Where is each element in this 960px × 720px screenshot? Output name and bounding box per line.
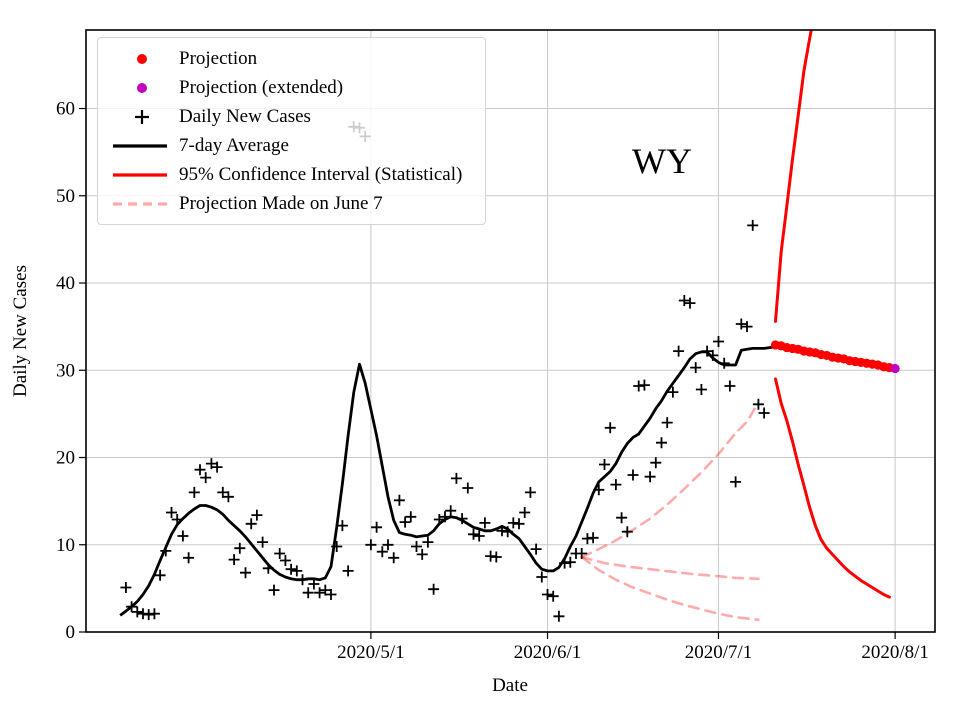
confidence-interval-line [774, 30, 813, 323]
y-axis-label: Daily New Cases [10, 265, 31, 397]
x-tick-label: 2020/8/1 [861, 642, 929, 663]
state-annotation: WY [632, 141, 692, 181]
legend-item-june7-projection: Projection Made on June 7 [106, 189, 477, 218]
june7-projection-line [580, 401, 760, 559]
legend-label: 95% Confidence Interval (Statistical) [179, 163, 463, 185]
legend-label: Daily New Cases [179, 105, 311, 127]
x-tick-label: 2020/7/1 [685, 642, 753, 663]
daily-new-cases-markers [120, 121, 770, 622]
legend-item-daily-cases: Daily New Cases [106, 102, 477, 131]
y-tick-label: 20 [56, 448, 75, 469]
legend-label: 7-day Average [179, 134, 289, 156]
data-layer [119, 30, 900, 622]
legend-item-projection-extended: Projection (extended) [106, 73, 477, 102]
legend: Projection Projection (extended) Daily N… [97, 37, 486, 225]
red-line-swatch-icon [113, 172, 167, 177]
seven-day-average-line [119, 345, 776, 617]
plus-marker-icon [135, 109, 149, 124]
y-tick-label: 0 [66, 622, 76, 643]
line-swatch-icon [113, 143, 167, 148]
legend-item-projection: Projection [106, 44, 477, 73]
y-tick-label: 60 [56, 99, 75, 120]
gridlines [86, 30, 935, 632]
legend-label: Projection (extended) [179, 76, 344, 98]
x-tick-label: 2020/5/1 [337, 642, 405, 663]
plot-border [85, 29, 936, 633]
confidence-interval-line [774, 377, 891, 599]
y-tick-label: 50 [56, 186, 75, 207]
y-tick-label: 30 [56, 360, 75, 381]
dashed-line-swatch-icon [113, 201, 167, 206]
y-tick-label: 10 [56, 535, 75, 556]
projection-extended-dot-icon [137, 82, 147, 93]
june7-projection-line [580, 555, 760, 622]
x-axis-label: Date [492, 675, 528, 696]
projection-dot-icon [137, 53, 147, 64]
legend-item-confidence: 95% Confidence Interval (Statistical) [106, 160, 477, 189]
x-tick-label: 2020/6/1 [514, 642, 582, 663]
projection-extended-dot [890, 363, 900, 374]
axes: 2020/5/1 2020/6/1 2020/7/1 2020/8/1 0 10 20 30 4… [56, 99, 929, 663]
legend-label: Projection Made on June 7 [179, 192, 383, 214]
june7-projection-line [580, 555, 760, 581]
legend-item-average: 7-day Average [106, 131, 477, 160]
legend-label: Projection [179, 47, 258, 69]
y-tick-label: 40 [56, 273, 75, 294]
